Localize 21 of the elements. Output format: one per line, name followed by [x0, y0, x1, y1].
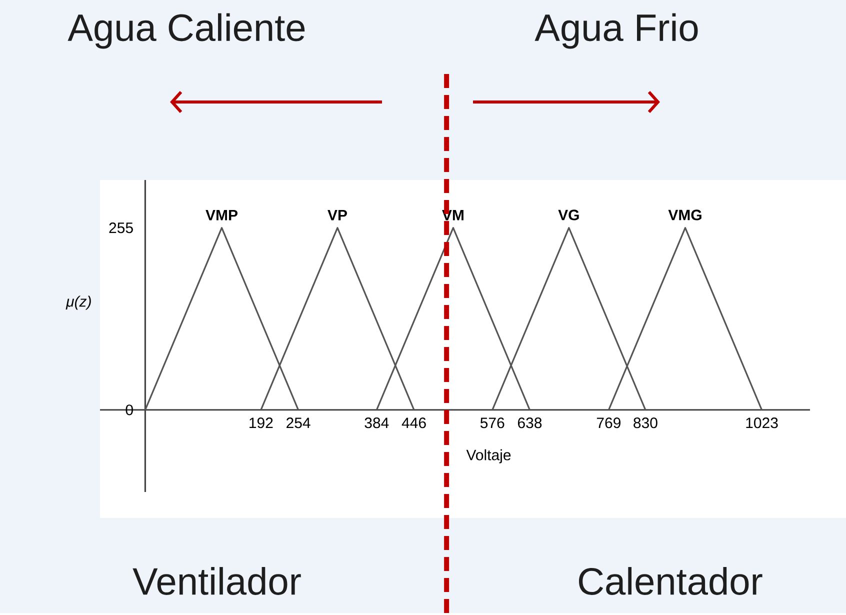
x-axis-title: Voltaje	[466, 449, 511, 464]
text: Agua Frio	[534, 13, 698, 48]
series-label: VMG	[668, 209, 702, 220]
x-tick-label: 1023	[746, 417, 778, 428]
x-tick-label: 638	[518, 417, 542, 428]
x-tick-label: 446	[402, 417, 426, 428]
y-axis-title: μ(z)	[66, 296, 91, 310]
text: Ventilador	[132, 566, 301, 595]
series-label: VG	[558, 209, 579, 220]
series-label: VP	[328, 210, 347, 220]
x-tick-label: 384	[364, 417, 389, 428]
x-tick-label: 576	[480, 417, 504, 428]
y-tick-label: 255	[109, 222, 133, 233]
x-tick-label: 830	[634, 417, 658, 428]
text: Calentador	[578, 566, 762, 595]
series-label: VMP	[206, 210, 238, 220]
x-tick-label: 769	[596, 417, 620, 428]
text: Agua Caliente	[68, 13, 305, 48]
x-tick-label: 254	[286, 417, 310, 428]
series-label: VM	[442, 210, 464, 220]
x-tick-label: 192	[250, 417, 273, 428]
